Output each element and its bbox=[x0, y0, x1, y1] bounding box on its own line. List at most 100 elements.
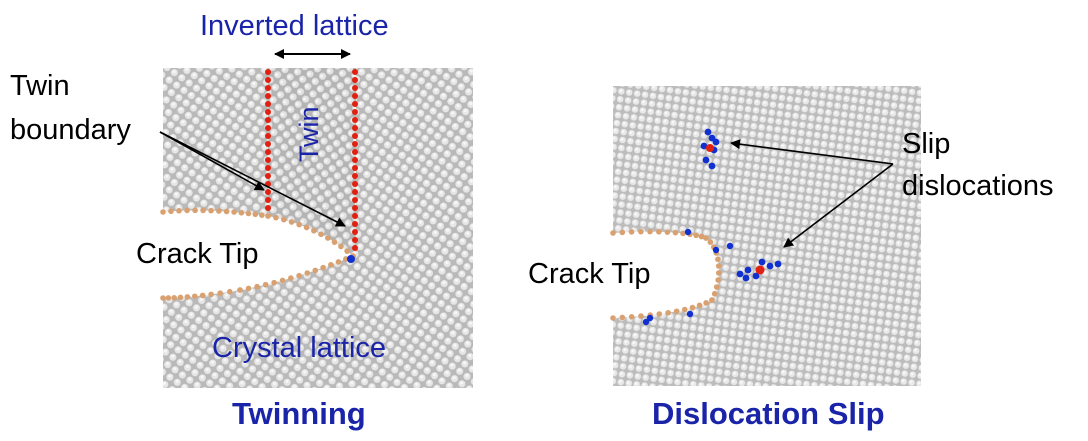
twin-boundary-atom bbox=[352, 69, 358, 75]
dislocation-atom bbox=[774, 260, 782, 268]
crack-surface-atom bbox=[217, 290, 223, 296]
twin-boundary-atom bbox=[265, 101, 271, 107]
crack-surface-atom bbox=[672, 229, 679, 236]
twin-boundary-atom bbox=[265, 205, 271, 211]
crack-surface-atom bbox=[216, 208, 222, 214]
crack-surface-atom bbox=[656, 228, 662, 235]
crack-surface-atom bbox=[680, 230, 686, 237]
crack-surface-atom bbox=[296, 272, 302, 279]
surface-dislocation-atom bbox=[686, 310, 694, 318]
crack-surface-right bbox=[610, 228, 734, 326]
crack-surface-atom bbox=[177, 294, 184, 301]
crack-surface-atom bbox=[711, 290, 718, 297]
crack-surface-atom bbox=[262, 281, 269, 288]
crack-surface-atom bbox=[610, 315, 616, 321]
twin-boundary-atom bbox=[352, 229, 358, 235]
slip-dislocations-label-line2: dislocations bbox=[902, 170, 1054, 202]
inverted-lattice-label: Inverted lattice bbox=[200, 10, 389, 42]
dislocation-atom bbox=[744, 266, 752, 274]
crack-surface-atom bbox=[279, 277, 286, 284]
twinning-panel bbox=[160, 68, 473, 388]
crack-surface-atom bbox=[707, 239, 714, 245]
crack-surface-atom bbox=[311, 227, 317, 234]
twinning-caption: Twinning bbox=[232, 396, 366, 431]
twin-boundary-atom bbox=[352, 117, 358, 123]
crack-surface-atom bbox=[171, 294, 177, 301]
dislocation-atom bbox=[704, 128, 712, 136]
dislocation-atom bbox=[742, 274, 750, 282]
dislocation-core-atom bbox=[755, 265, 765, 275]
twin-boundary-atom bbox=[265, 117, 271, 123]
crack-surface-atom bbox=[226, 288, 233, 295]
crack-surface-atom bbox=[237, 287, 243, 293]
crack-surface-atom bbox=[160, 295, 166, 301]
crack-surface-atom bbox=[328, 262, 334, 268]
crack-surface-atom bbox=[312, 267, 319, 274]
twin-boundary-atom bbox=[265, 149, 271, 155]
crack-surface-atom bbox=[245, 285, 252, 292]
twin-boundary-atom bbox=[352, 197, 358, 203]
twin-boundary-atom bbox=[265, 77, 271, 83]
dislocation-atom bbox=[712, 138, 720, 146]
crack-surface-atom bbox=[184, 294, 191, 300]
twin-boundary-atom bbox=[265, 165, 271, 171]
surface-dislocation-atom bbox=[726, 242, 734, 250]
twin-boundary-atom bbox=[352, 173, 358, 179]
twin-boundary-pointer-arrow-icon bbox=[159, 131, 346, 227]
crack-surface-left bbox=[160, 207, 356, 301]
crack-surface-atom bbox=[343, 256, 349, 262]
crack-surface-atom bbox=[165, 295, 172, 301]
crack-cavity-right bbox=[613, 231, 719, 318]
twin-boundary-atom bbox=[352, 245, 358, 251]
crack-surface-atom bbox=[184, 207, 190, 214]
twin-boundary-atom bbox=[352, 141, 358, 147]
slip-dislocation-atoms bbox=[700, 128, 782, 282]
crack-surface-atom bbox=[160, 209, 166, 215]
twin-boundary-atom bbox=[265, 141, 271, 147]
crack-surface-atom bbox=[647, 228, 653, 235]
crack-surface-atom bbox=[715, 263, 722, 269]
crack-tip-label-right: Crack Tip bbox=[528, 258, 651, 290]
twin-boundary-atom bbox=[352, 109, 358, 115]
twin-boundary-atom bbox=[265, 85, 271, 91]
crack-surface-atom bbox=[335, 259, 342, 265]
crack-surface-atom bbox=[273, 214, 279, 221]
crack-surface-atom bbox=[320, 264, 326, 271]
crack-surface-atom bbox=[628, 314, 635, 320]
crack-surface-atom bbox=[638, 313, 644, 319]
crack-surface-atom bbox=[703, 235, 709, 241]
crack-surface-atom bbox=[281, 216, 287, 223]
twin-boundary-atoms bbox=[265, 69, 358, 251]
crack-surface-atom bbox=[176, 207, 182, 214]
crack-cavity-left bbox=[163, 210, 353, 298]
dislocation-atom bbox=[752, 272, 760, 280]
twin-boundary-atom bbox=[265, 69, 271, 75]
twin-boundary-atom bbox=[265, 173, 271, 179]
crack-surface-atom bbox=[610, 230, 616, 236]
crack-surface-atom bbox=[344, 248, 350, 254]
crack-tip-label-left: Crack Tip bbox=[136, 238, 259, 270]
crack-surface-atom bbox=[338, 243, 344, 250]
crack-surface-atom bbox=[716, 270, 722, 276]
crack-surface-atom bbox=[254, 283, 260, 290]
dislocation-core-atom bbox=[706, 144, 714, 152]
twin-boundary-atom bbox=[352, 189, 358, 195]
twin-boundary-atom bbox=[352, 157, 358, 163]
crack-surface-atom bbox=[208, 207, 214, 214]
surface-dislocation-atom bbox=[642, 318, 650, 326]
crack-surface-atom bbox=[628, 229, 635, 235]
crack-surface-atom bbox=[271, 279, 277, 286]
twin-boundary-atom bbox=[352, 165, 358, 171]
twin-boundary-atom bbox=[265, 109, 271, 115]
twin-boundary-atom bbox=[265, 189, 271, 195]
crack-surface-atom bbox=[192, 207, 198, 214]
twin-boundary-atom bbox=[352, 77, 358, 83]
dislocation-slip-caption: Dislocation Slip bbox=[652, 396, 885, 431]
twin-boundary-atom bbox=[352, 93, 358, 99]
crack-tip-atom bbox=[347, 255, 355, 263]
crack-surface-atom bbox=[619, 229, 626, 236]
crack-surface-atom bbox=[304, 270, 311, 276]
twin-boundary-atom bbox=[352, 85, 358, 91]
dislocation-atom bbox=[700, 142, 708, 150]
